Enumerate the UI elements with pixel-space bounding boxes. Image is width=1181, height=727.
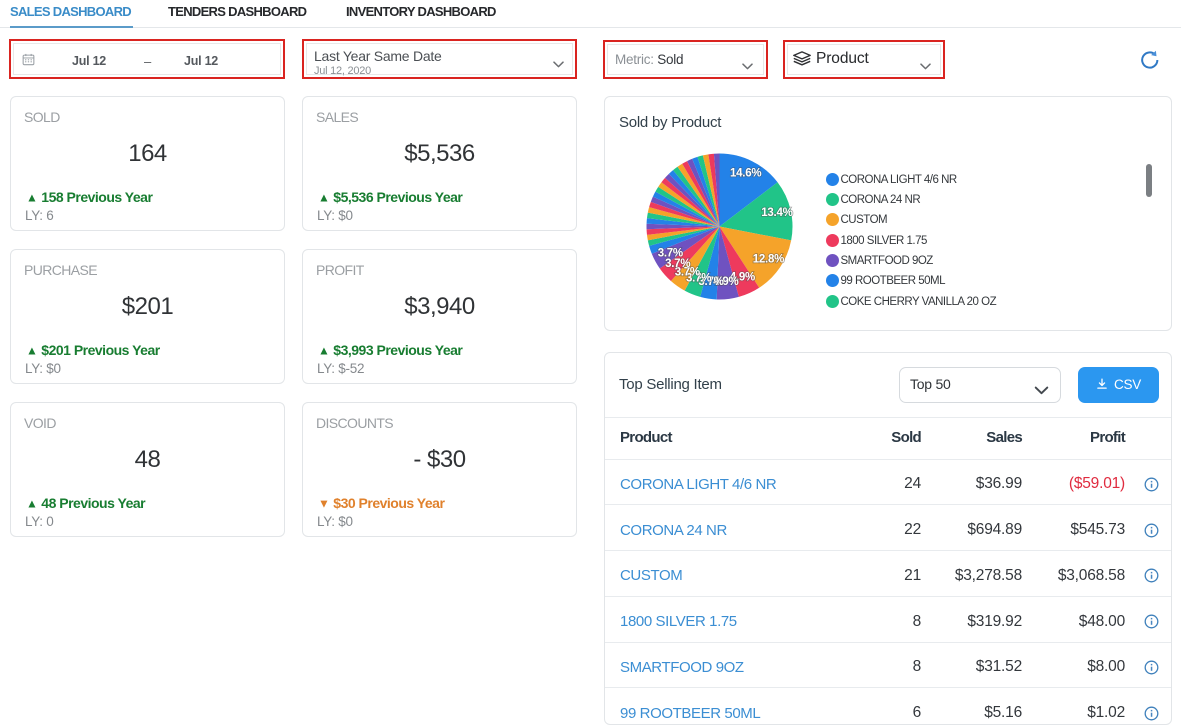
svg-text:12.8%: 12.8% [753, 254, 784, 266]
svg-text:3.7%: 3.7% [675, 266, 700, 278]
svg-text:3.7%: 3.7% [658, 247, 683, 259]
svg-text:13.4%: 13.4% [761, 207, 792, 219]
svg-text:4.9%: 4.9% [730, 272, 755, 284]
svg-text:3.7%: 3.7% [698, 276, 723, 288]
svg-text:3.7%: 3.7% [686, 272, 711, 284]
svg-text:3.7%: 3.7% [665, 258, 690, 270]
svg-text:14.6%: 14.6% [730, 168, 761, 180]
svg-text:4.9%: 4.9% [713, 276, 738, 288]
